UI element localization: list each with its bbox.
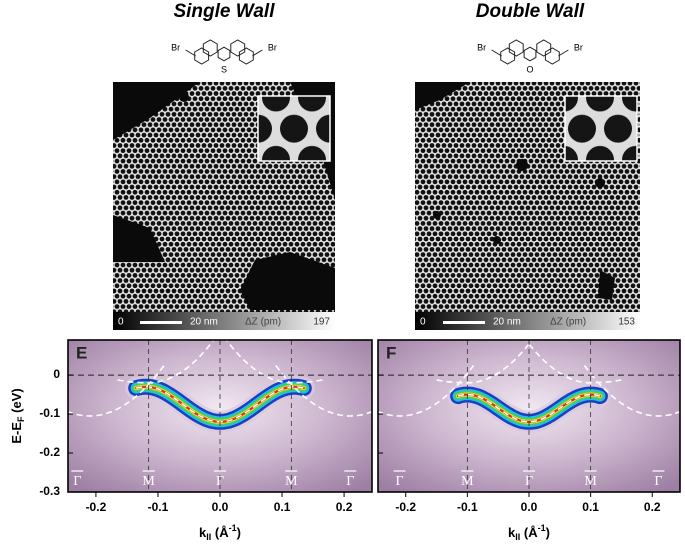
atom-label: Br: [574, 42, 583, 52]
y-tick-label: 0: [53, 367, 60, 381]
x-axis-label-part: II: [515, 532, 520, 542]
x-tick-label: 0.2: [336, 500, 353, 514]
stm-labels: Single Wall Double Wall 0 20 nm ΔZ (pm) …: [118, 1, 635, 328]
outer-band: [275, 365, 372, 417]
arpes-panel: [378, 340, 680, 492]
bond: [491, 49, 502, 57]
y-axis-label: E-EF (eV): [9, 388, 26, 443]
bond: [558, 49, 569, 57]
ring: [523, 46, 537, 62]
symmetry-label: M: [142, 474, 155, 489]
outer-band: [436, 340, 534, 384]
x-tick-label: -0.1: [457, 500, 478, 514]
stm-right: [415, 82, 640, 330]
molecule: [491, 39, 569, 65]
scale-max: 197: [313, 317, 330, 328]
x-tick-label: -0.2: [86, 500, 107, 514]
panel-title: Double Wall: [476, 1, 585, 22]
x-tick-label: -0.1: [148, 500, 169, 514]
ring: [500, 47, 516, 65]
panel-label: E: [76, 343, 87, 362]
scale-max: 153: [618, 317, 635, 328]
outer-band: [68, 365, 165, 417]
atom-label: S: [221, 64, 227, 74]
scale-bar: 20 nm: [190, 317, 218, 328]
x-tick-label: 0.2: [644, 500, 661, 514]
x-axis-label-part: (Å: [520, 525, 538, 540]
x-tick-label: -0.2: [395, 500, 416, 514]
scale-quantity: ΔZ (pm): [550, 317, 586, 328]
x-axis-label-part: (Å: [211, 525, 229, 540]
ring: [544, 47, 560, 65]
outer-band: [524, 340, 622, 384]
ring: [194, 47, 210, 65]
x-axis-label: kII (Å-1): [199, 523, 241, 542]
bond: [252, 49, 263, 57]
symmetry-label: M: [285, 474, 298, 489]
arpes-backgrounds: [68, 340, 680, 492]
scale-min: 0: [118, 317, 124, 328]
symmetry-label: Γ: [346, 474, 354, 489]
y-axis-label-part: E-E: [9, 422, 24, 444]
band-fit: [457, 393, 601, 423]
x-axis-label-part: k: [508, 525, 516, 540]
atom-label: Br: [268, 42, 277, 52]
scale-min: 0: [420, 317, 426, 328]
ring: [536, 39, 552, 57]
outer-band: [225, 340, 323, 384]
outer-band: [117, 340, 215, 384]
panel-title: Single Wall: [173, 1, 275, 22]
ring: [238, 47, 254, 65]
scale-quantity: ΔZ (pm): [245, 317, 281, 328]
ring: [202, 39, 218, 57]
x-tick-label: 0.1: [582, 500, 599, 514]
symmetry-label: M: [461, 474, 474, 489]
x-axis-label: kII (Å-1): [508, 523, 550, 542]
x-axis-label-part: ): [237, 525, 241, 540]
molecule: [185, 39, 263, 65]
atom-label: Br: [171, 42, 180, 52]
x-axis-label-part: II: [206, 532, 211, 542]
x-tick-label: 0.1: [274, 500, 291, 514]
x-tick-label: 0.0: [521, 500, 538, 514]
symmetry-label: M: [584, 474, 597, 489]
symmetry-label: Γ: [216, 474, 224, 489]
y-axis-label-part: F: [16, 416, 26, 422]
symmetry-label: Γ: [396, 474, 404, 489]
y-tick-label: -0.2: [39, 445, 60, 459]
y-tick-label: -0.1: [39, 406, 60, 420]
arpes-panel: [68, 340, 372, 492]
x-axis-label-part: -1: [538, 523, 546, 533]
y-tick-label: -0.3: [39, 484, 60, 498]
symmetry-label: Γ: [73, 474, 81, 489]
y-axis-label-part: (eV): [9, 388, 24, 416]
outer-band: [583, 365, 680, 417]
ring: [508, 39, 524, 57]
atom-label: Br: [477, 42, 486, 52]
x-axis-label-part: ): [546, 525, 550, 540]
x-axis-label-part: -1: [229, 523, 237, 533]
panel-frame: [377, 339, 681, 493]
panel-label: F: [386, 343, 396, 362]
bond: [185, 49, 196, 57]
atom-label: O: [526, 64, 533, 74]
stm-left: [113, 82, 335, 330]
outer-band: [378, 365, 475, 417]
symmetry-label: Γ: [525, 474, 533, 489]
panel-frame: [67, 339, 373, 493]
ring: [230, 39, 246, 57]
x-axis-label-part: k: [199, 525, 207, 540]
symmetry-label: Γ: [654, 474, 662, 489]
scale-bar: 20 nm: [493, 317, 521, 328]
ring: [217, 46, 231, 62]
x-tick-label: 0.0: [212, 500, 229, 514]
